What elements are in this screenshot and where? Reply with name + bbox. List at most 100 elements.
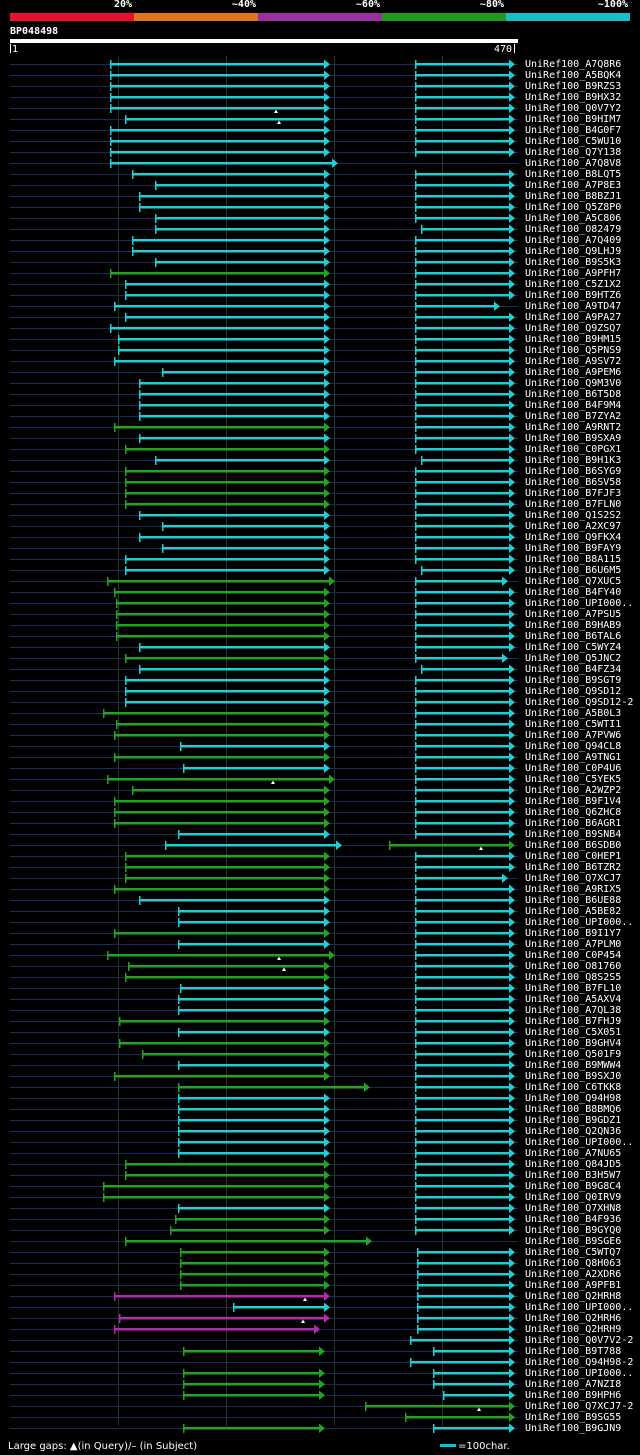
hit-name-link[interactable]: UniRef100_B9HM15 xyxy=(525,334,622,345)
hit-name-link[interactable]: UniRef100_A7PVW6 xyxy=(525,730,622,741)
hit-name-link[interactable]: UniRef100_B7FHJ9 xyxy=(525,1016,622,1027)
hit-name-link[interactable]: UniRef100_C5WU10 xyxy=(525,136,622,147)
hit-name-link[interactable]: UniRef100_Q9SD12-2 xyxy=(525,697,634,708)
hit-name-link[interactable]: UniRef100_Q9SD12 xyxy=(525,686,622,697)
hit-name-link[interactable]: UniRef100_A5BQK4 xyxy=(525,70,622,81)
hit-name-link[interactable]: UniRef100_Q2HRH8 xyxy=(525,1291,622,1302)
hit-name-link[interactable]: UniRef100_C5WTQ7 xyxy=(525,1247,622,1258)
hit-name-link[interactable]: UniRef100_B6SYG9 xyxy=(525,466,622,477)
hit-name-link[interactable]: UniRef100_Q501F9 xyxy=(525,1049,622,1060)
hit-name-link[interactable]: UniRef100_B9SGT9 xyxy=(525,675,622,686)
hit-name-link[interactable]: UniRef100_Q1S2S2 xyxy=(525,510,622,521)
hit-name-link[interactable]: UniRef100_B9SXJ0 xyxy=(525,1071,622,1082)
hit-name-link[interactable]: UniRef100_B4F9M4 xyxy=(525,400,622,411)
hit-name-link[interactable]: UniRef100_B9G8C4 xyxy=(525,1181,622,1192)
hit-name-link[interactable]: UniRef100_C5X051 xyxy=(525,1027,622,1038)
hit-name-link[interactable]: UniRef100_A9RIX5 xyxy=(525,884,622,895)
hit-name-link[interactable]: UniRef100_A2XDR6 xyxy=(525,1269,622,1280)
hit-name-link[interactable]: UniRef100_C6TKK8 xyxy=(525,1082,622,1093)
hit-name-link[interactable]: UniRef100_B9HIM7 xyxy=(525,114,622,125)
hit-name-link[interactable]: UniRef100_Q5Z8P0 xyxy=(525,202,622,213)
hit-name-link[interactable]: UniRef100_Q0IRV9 xyxy=(525,1192,622,1203)
hit-name-link[interactable]: UniRef100_A7P8E3 xyxy=(525,180,622,191)
hit-name-link[interactable]: UniRef100_B9HX32 xyxy=(525,92,622,103)
hit-name-link[interactable]: UniRef100_Q0V7Y2 xyxy=(525,103,622,114)
hit-name-link[interactable]: UniRef100_A7PSU5 xyxy=(525,609,622,620)
hit-name-link[interactable]: UniRef100_A5BE82 xyxy=(525,906,622,917)
hit-name-link[interactable]: UniRef100_B9S5K3 xyxy=(525,257,622,268)
hit-name-link[interactable]: UniRef100_A7NZI8 xyxy=(525,1379,622,1390)
hit-name-link[interactable]: UniRef100_B9MWW4 xyxy=(525,1060,622,1071)
hit-name-link[interactable]: UniRef100_B3H5W7 xyxy=(525,1170,622,1181)
hit-name-link[interactable]: UniRef100_A5AXV4 xyxy=(525,994,622,1005)
hit-name-link[interactable]: UniRef100_B9GHV4 xyxy=(525,1038,622,1049)
hit-name-link[interactable]: UniRef100_B9F1V4 xyxy=(525,796,622,807)
hit-name-link[interactable]: UniRef100_A7NU65 xyxy=(525,1148,622,1159)
hit-name-link[interactable]: UniRef100_B7FJF3 xyxy=(525,488,622,499)
hit-name-link[interactable]: UniRef100_A9TD47 xyxy=(525,301,622,312)
hit-name-link[interactable]: UniRef100_B4G0F7 xyxy=(525,125,622,136)
hit-name-link[interactable]: UniRef100_C5WTI1 xyxy=(525,719,622,730)
hit-name-link[interactable]: UniRef100_B9SNB4 xyxy=(525,829,622,840)
hit-name-link[interactable]: UniRef100_Q9FKX4 xyxy=(525,532,622,543)
hit-name-link[interactable]: UniRef100_C0PGX1 xyxy=(525,444,622,455)
hit-name-link[interactable]: UniRef100_A7PLM0 xyxy=(525,939,622,950)
hit-name-link[interactable]: UniRef100_B9FAY9 xyxy=(525,543,622,554)
hit-name-link[interactable]: UniRef100_A9TNG1 xyxy=(525,752,622,763)
hit-name-link[interactable]: UniRef100_B9SG55 xyxy=(525,1412,622,1423)
hit-name-link[interactable]: UniRef100_B7FL10 xyxy=(525,983,622,994)
hit-name-link[interactable]: UniRef100_B6T5D8 xyxy=(525,389,622,400)
hit-name-link[interactable]: UniRef100_Q2HRH6 xyxy=(525,1313,622,1324)
hit-name-link[interactable]: UniRef100_Q9M3V0 xyxy=(525,378,622,389)
hit-name-link[interactable]: UniRef100_A7QL38 xyxy=(525,1005,622,1016)
hit-name-link[interactable]: UniRef100_A9RNT2 xyxy=(525,422,622,433)
hit-name-link[interactable]: UniRef100_B4FY40 xyxy=(525,587,622,598)
hit-name-link[interactable]: UniRef100_A7Q8V8 xyxy=(525,158,622,169)
hit-name-link[interactable]: UniRef100_Q8H063 xyxy=(525,1258,622,1269)
hit-name-link[interactable]: UniRef100_UPI000.. xyxy=(525,1368,634,1379)
hit-name-link[interactable]: UniRef100_Q94H98 xyxy=(525,1093,622,1104)
hit-name-link[interactable]: UniRef100_UPI000.. xyxy=(525,598,634,609)
hit-name-link[interactable]: UniRef100_B7ZYA2 xyxy=(525,411,622,422)
hit-name-link[interactable]: UniRef100_B4FZ34 xyxy=(525,664,622,675)
hit-name-link[interactable]: UniRef100_Q7XUC5 xyxy=(525,576,622,587)
hit-name-link[interactable]: UniRef100_Q9LHJ9 xyxy=(525,246,622,257)
hit-name-link[interactable]: UniRef100_A5B0L3 xyxy=(525,708,622,719)
hit-name-link[interactable]: UniRef100_Q7XCJ7-2 xyxy=(525,1401,634,1412)
hit-name-link[interactable]: UniRef100_Q94H98-2 xyxy=(525,1357,634,1368)
hit-name-link[interactable]: UniRef100_A7Q409 xyxy=(525,235,622,246)
hit-name-link[interactable]: UniRef100_B8A115 xyxy=(525,554,622,565)
hit-name-link[interactable]: UniRef100_O82479 xyxy=(525,224,622,235)
hit-name-link[interactable]: UniRef100_C5YEK5 xyxy=(525,774,622,785)
hit-name-link[interactable]: UniRef100_C5Z1X2 xyxy=(525,279,622,290)
hit-name-link[interactable]: UniRef100_B8LQT5 xyxy=(525,169,622,180)
hit-name-link[interactable]: UniRef100_Q84JD5 xyxy=(525,1159,622,1170)
hit-name-link[interactable]: UniRef100_B8BMQ6 xyxy=(525,1104,622,1115)
hit-name-link[interactable]: UniRef100_B6AGR1 xyxy=(525,818,622,829)
hit-name-link[interactable]: UniRef100_B8BZJ1 xyxy=(525,191,622,202)
hit-name-link[interactable]: UniRef100_B6TZR2 xyxy=(525,862,622,873)
hit-name-link[interactable]: UniRef100_A7Q8R6 xyxy=(525,59,622,70)
hit-name-link[interactable]: UniRef100_Q5PNS9 xyxy=(525,345,622,356)
hit-name-link[interactable]: UniRef100_Q8S2S5 xyxy=(525,972,622,983)
hit-name-link[interactable]: UniRef100_B9T788 xyxy=(525,1346,622,1357)
hit-name-link[interactable]: UniRef100_A5C806 xyxy=(525,213,622,224)
hit-name-link[interactable]: UniRef100_C0HEP1 xyxy=(525,851,622,862)
hit-name-link[interactable]: UniRef100_B6SV58 xyxy=(525,477,622,488)
hit-name-link[interactable]: UniRef100_UPI000.. xyxy=(525,917,634,928)
hit-name-link[interactable]: UniRef100_B7FLN0 xyxy=(525,499,622,510)
hit-name-link[interactable]: UniRef100_B6TAL6 xyxy=(525,631,622,642)
hit-name-link[interactable]: UniRef100_Q7XHN8 xyxy=(525,1203,622,1214)
hit-name-link[interactable]: UniRef100_Q6ZHC8 xyxy=(525,807,622,818)
hit-name-link[interactable]: UniRef100_O81760 xyxy=(525,961,622,972)
hit-name-link[interactable]: UniRef100_B9HTZ6 xyxy=(525,290,622,301)
hit-name-link[interactable]: UniRef100_A2XC97 xyxy=(525,521,622,532)
hit-name-link[interactable]: UniRef100_B4F936 xyxy=(525,1214,622,1225)
hit-name-link[interactable]: UniRef100_B6UE88 xyxy=(525,895,622,906)
hit-name-link[interactable]: UniRef100_Q7Y138 xyxy=(525,147,622,158)
hit-name-link[interactable]: UniRef100_Q2HRH9 xyxy=(525,1324,622,1335)
hit-name-link[interactable]: UniRef100_C5WYZ4 xyxy=(525,642,622,653)
hit-name-link[interactable]: UniRef100_C0P4U6 xyxy=(525,763,622,774)
hit-name-link[interactable]: UniRef100_Q7XCJ7 xyxy=(525,873,622,884)
hit-name-link[interactable]: UniRef100_A9PEM6 xyxy=(525,367,622,378)
